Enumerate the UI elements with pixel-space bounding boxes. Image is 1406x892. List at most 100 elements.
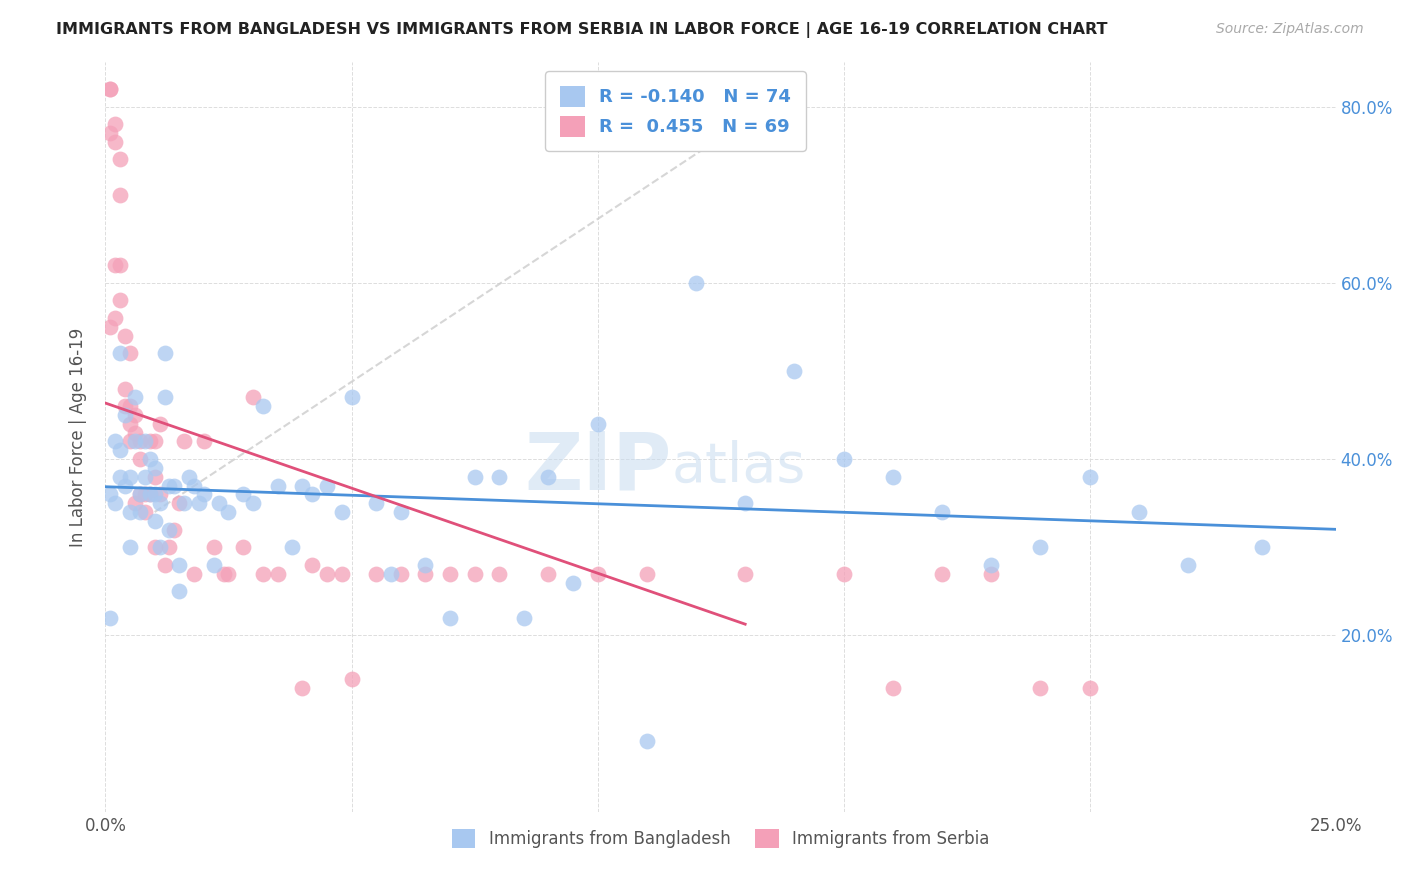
Point xyxy=(340,391,363,405)
Point xyxy=(252,399,274,413)
Point xyxy=(114,408,136,422)
Point xyxy=(252,566,274,581)
Point xyxy=(281,541,304,555)
Point xyxy=(183,478,205,492)
Point xyxy=(832,452,855,467)
Point xyxy=(143,541,166,555)
Point xyxy=(193,434,215,449)
Point xyxy=(104,434,127,449)
Point xyxy=(110,187,132,202)
Point xyxy=(110,293,132,308)
Text: Source: ZipAtlas.com: Source: ZipAtlas.com xyxy=(1216,22,1364,37)
Point xyxy=(138,487,162,501)
Point xyxy=(218,505,240,519)
Point xyxy=(163,478,186,492)
Point xyxy=(153,558,176,572)
Point xyxy=(120,417,141,431)
Y-axis label: In Labor Force | Age 16-19: In Labor Force | Age 16-19 xyxy=(69,327,87,547)
Point xyxy=(98,126,122,140)
Point xyxy=(129,452,152,467)
Point xyxy=(212,566,235,581)
Point xyxy=(882,681,904,696)
Point xyxy=(149,496,172,510)
Point xyxy=(537,469,560,483)
Point xyxy=(173,496,195,510)
Point xyxy=(110,469,132,483)
Point xyxy=(183,566,205,581)
Point xyxy=(143,469,166,483)
Point xyxy=(1078,681,1101,696)
Point xyxy=(464,469,486,483)
Point xyxy=(153,346,176,360)
Point xyxy=(439,611,461,625)
Point xyxy=(143,514,166,528)
Point xyxy=(783,364,806,378)
Point xyxy=(1029,681,1052,696)
Point xyxy=(169,584,191,599)
Point xyxy=(149,487,172,501)
Point xyxy=(734,496,756,510)
Point xyxy=(291,681,314,696)
Point xyxy=(120,541,141,555)
Point xyxy=(120,434,141,449)
Point xyxy=(134,505,156,519)
Point xyxy=(104,496,127,510)
Point xyxy=(340,673,363,687)
Point xyxy=(120,469,141,483)
Point xyxy=(242,391,264,405)
Point xyxy=(931,566,953,581)
Text: atlas: atlas xyxy=(672,440,806,494)
Text: IMMIGRANTS FROM BANGLADESH VS IMMIGRANTS FROM SERBIA IN LABOR FORCE | AGE 16-19 : IMMIGRANTS FROM BANGLADESH VS IMMIGRANTS… xyxy=(56,22,1108,38)
Point xyxy=(129,505,152,519)
Point xyxy=(120,399,141,413)
Point xyxy=(169,496,191,510)
Point xyxy=(980,558,1002,572)
Point xyxy=(114,328,136,343)
Point xyxy=(315,566,337,581)
Point xyxy=(1078,469,1101,483)
Point xyxy=(389,505,412,519)
Point xyxy=(120,346,141,360)
Point xyxy=(636,734,658,748)
Point xyxy=(1177,558,1199,572)
Point xyxy=(488,469,510,483)
Point xyxy=(149,417,172,431)
Text: ZIP: ZIP xyxy=(524,428,672,506)
Point xyxy=(114,382,136,396)
Point xyxy=(931,505,953,519)
Point xyxy=(134,469,156,483)
Point xyxy=(315,478,337,492)
Point xyxy=(129,487,152,501)
Point xyxy=(188,496,211,510)
Point xyxy=(179,469,201,483)
Point xyxy=(636,566,658,581)
Point xyxy=(129,434,152,449)
Point xyxy=(134,487,156,501)
Point xyxy=(159,523,180,537)
Point xyxy=(586,566,609,581)
Point xyxy=(301,558,323,572)
Point xyxy=(110,443,132,458)
Point xyxy=(104,311,127,326)
Point xyxy=(159,541,180,555)
Point xyxy=(366,496,388,510)
Point xyxy=(98,82,122,96)
Point xyxy=(389,566,412,581)
Point xyxy=(104,135,127,149)
Point xyxy=(98,611,122,625)
Point xyxy=(110,153,132,167)
Point xyxy=(1128,505,1150,519)
Point xyxy=(685,276,707,290)
Point xyxy=(138,487,162,501)
Point xyxy=(242,496,264,510)
Point xyxy=(134,434,156,449)
Point xyxy=(366,566,388,581)
Point xyxy=(267,566,290,581)
Point xyxy=(124,408,146,422)
Point xyxy=(143,434,166,449)
Point xyxy=(159,478,180,492)
Point xyxy=(149,541,172,555)
Point xyxy=(193,487,215,501)
Point xyxy=(513,611,536,625)
Point xyxy=(301,487,323,501)
